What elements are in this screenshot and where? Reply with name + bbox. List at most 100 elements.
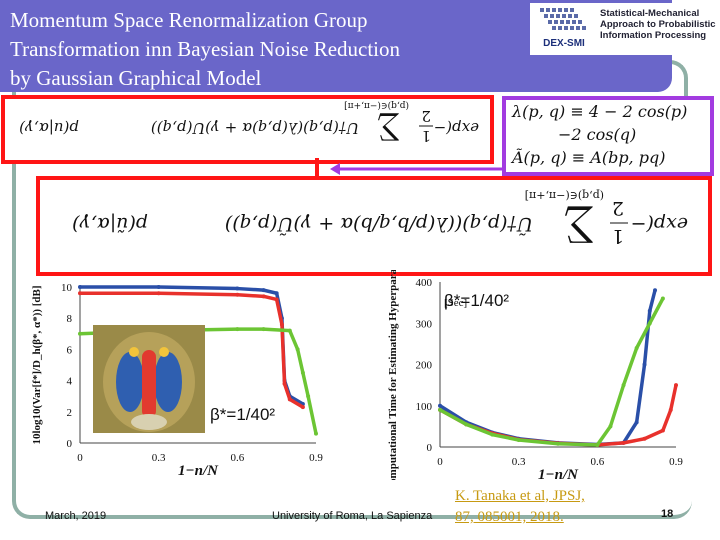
x-tick-label: 0.6	[230, 452, 244, 464]
data-point	[156, 291, 161, 296]
data-point	[78, 331, 82, 336]
unit-label: [Sec]	[444, 297, 467, 309]
data-point	[279, 322, 284, 327]
data-point	[621, 440, 626, 445]
data-point	[314, 431, 318, 436]
mouth	[131, 414, 167, 430]
data-point	[647, 321, 652, 326]
svg-text:1: 1	[421, 127, 431, 145]
data-point	[287, 328, 292, 333]
sma-logo: Statistical-Mechanical Approach to Proba…	[600, 8, 716, 41]
x-tick-label: 0.9	[309, 452, 323, 464]
data-point	[235, 327, 240, 332]
nose	[142, 350, 156, 418]
y-tick-label: 4	[67, 376, 73, 388]
dex-smi-logo: DEX-SMI	[540, 8, 586, 49]
data-point	[674, 383, 678, 388]
renormalized-equation-graphic: exp(− 1 2 ∑ (p,q)∈(−π,+π] Ũ†(p,q)((λ(p/b,…	[72, 189, 688, 250]
svg-text:p(ũ|α,γ): p(ũ|α,γ)	[72, 213, 148, 235]
x-tick-label: 0.3	[152, 452, 166, 464]
page-number: 18	[661, 508, 674, 520]
footer-date: March, 2019	[45, 510, 107, 522]
y-tick-label: 2	[67, 407, 73, 419]
slide-title: Momentum Space Renormalization Group Tra…	[10, 6, 510, 93]
equation-box-original: exp(− 1 2 ∑ (p,q)∈(−π,+π] U†(p,q)(λ(p,q)α…	[1, 95, 494, 164]
title-line: Momentum Space Renormalization Group	[10, 8, 368, 32]
data-point	[274, 291, 279, 296]
partition-equation-graphic: exp(− 1 2 ∑ (p,q)∈(−π,+π] U†(p,q)(λ(p,q)α…	[19, 100, 479, 146]
citation-line[interactable]: K. Tanaka et al, JPSJ,	[455, 488, 585, 504]
data-point	[608, 424, 613, 429]
data-point	[653, 288, 658, 293]
data-point	[464, 422, 469, 427]
footer-venue: University of Roma, La Sapienza	[272, 510, 433, 522]
data-point	[295, 347, 300, 352]
data-point	[306, 394, 311, 399]
baboon-image	[93, 325, 205, 433]
x-axis-label: 1−n/N	[178, 463, 219, 479]
data-point	[642, 436, 647, 441]
data-point	[490, 432, 495, 437]
x-tick-label: 0.9	[669, 456, 683, 468]
data-point	[156, 285, 161, 289]
lambda-definition-cont: −2 cos(q)	[558, 125, 637, 144]
y-axis-label: 10log10(Var[f*]/D_h(β*, α*)) [dB]	[31, 285, 43, 444]
beta-annotation: β*=1/40²	[210, 405, 275, 424]
equation-box-renormalized: exp(− 1 2 ∑ (p,q)∈(−π,+π] Ũ†(p,q)((λ(p/b,…	[36, 176, 712, 276]
svg-text:U†(p,q)(λ(p,q)α + γ)U(p,q)): U†(p,q)(λ(p,q)α + γ)U(p,q))	[151, 119, 359, 137]
y-tick-label: 0	[427, 442, 433, 454]
frame-line-left	[12, 60, 692, 519]
data-point	[438, 407, 442, 412]
sma-logo-line: Approach to Probabilistic	[600, 19, 716, 30]
definition-box: λ(p, q) ≡ 4 − 2 cos(p) −2 cos(q) Ã(p, q)…	[502, 96, 714, 176]
svg-text:∑: ∑	[564, 204, 593, 250]
chart-computational-time: 0 100 200 300 400 0 0.3 0.6 0.9 1−n/N Computationa…	[387, 270, 683, 480]
y-tick-label: 0	[67, 438, 73, 450]
y-tick-label: 200	[416, 360, 433, 372]
data-point	[642, 362, 647, 367]
svg-text:exp(−: exp(−	[434, 119, 479, 137]
dex-smi-label: DEX-SMI	[543, 38, 585, 49]
y-tick-label: 6	[67, 344, 73, 356]
svg-text:(p,q)∈(−π,+π]: (p,q)∈(−π,+π]	[344, 100, 409, 111]
data-point	[438, 403, 442, 408]
data-point	[274, 297, 279, 302]
data-point	[660, 296, 665, 301]
y-tick-label: 8	[67, 313, 73, 325]
x-axis-label: 1−n/N	[538, 467, 579, 480]
series-line-1	[439, 289, 657, 447]
x-tick-label: 0.6	[590, 456, 604, 468]
data-point	[282, 381, 287, 386]
data-point	[556, 441, 560, 446]
a-tilde-definition: Ã(p, q) ≡ A(bp, pq)	[512, 148, 666, 167]
chart-noise-reduction: 0 2 4 6 8 10 0 0.3 0.6 0.9 1−n/N 10log10(Var[f*]/D_…	[31, 282, 323, 479]
left-eye	[129, 347, 139, 357]
svg-text:(p,q)∈(−π,+π]: (p,q)∈(−π,+π]	[525, 189, 604, 202]
svg-text:p(u|α,γ): p(u|α,γ)	[19, 119, 79, 137]
x-tick-label: 0.3	[512, 456, 526, 468]
svg-text:1: 1	[612, 225, 624, 247]
svg-text:exp(−: exp(−	[631, 213, 688, 235]
data-point	[621, 383, 626, 388]
data-point	[287, 397, 292, 402]
title-line: by Gaussian Graphical Model	[10, 66, 262, 90]
data-point	[647, 308, 652, 313]
y-tick-label: 400	[416, 277, 433, 289]
y-axis-label: Computational Time for Estimating Hyperp…	[387, 270, 399, 480]
x-tick-label: 0	[437, 456, 443, 468]
right-cheek	[154, 352, 182, 412]
purple-arrow-head	[330, 163, 340, 175]
y-tick-label: 100	[416, 401, 433, 413]
data-point	[235, 292, 240, 297]
citation-line[interactable]: 87, 085001, 2018.	[455, 509, 564, 525]
citation-link[interactable]: K. Tanaka et al, JPSJ, 87, 085001, 2018.	[455, 486, 585, 528]
data-point	[261, 288, 266, 293]
data-point	[668, 407, 673, 412]
data-point	[660, 428, 665, 433]
data-point	[634, 346, 639, 350]
sma-logo-line: Information Processing	[600, 30, 707, 41]
svg-text:Ũ†(p,q)((λ(p/b,q/b)α + γ)Ũ(p,q: Ũ†(p,q)((λ(p/b,q/b)α + γ)Ũ(p,q))	[225, 213, 533, 236]
svg-text:∑: ∑	[377, 111, 399, 146]
data-point	[595, 442, 600, 447]
data-point	[300, 405, 305, 410]
